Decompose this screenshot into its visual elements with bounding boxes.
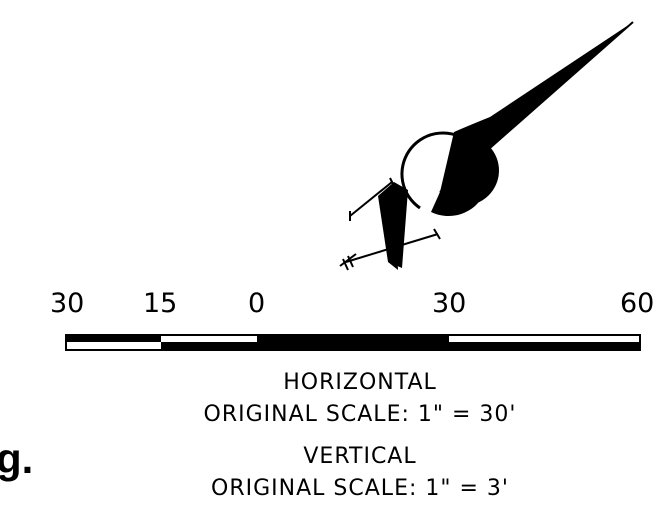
scale-segment-15-0-bottom — [161, 342, 257, 350]
scale-segment-0-30-top — [257, 335, 449, 342]
vertical-title: VERTICAL — [303, 444, 417, 469]
scale-tick-label: 30 — [432, 288, 467, 319]
horizontal-title: HORIZONTAL — [283, 370, 437, 395]
edge-text-fragment: g. — [0, 435, 34, 482]
vertical-scale-text: ORIGINAL SCALE: 1" = 3' — [211, 476, 509, 501]
scale-segment-0-30-bottom — [257, 342, 449, 350]
scale-tick-label: 15 — [143, 288, 178, 319]
horizontal-scale-text: ORIGINAL SCALE: 1" = 30' — [203, 402, 517, 427]
scale-segment-30-60-bottom — [449, 342, 640, 350]
scale-segment-30-15-top — [66, 335, 161, 342]
scale-tick-label: 30 — [50, 288, 85, 319]
scale-tick-label: 0 — [248, 288, 266, 319]
scale-tick-label: 60 — [620, 288, 655, 319]
